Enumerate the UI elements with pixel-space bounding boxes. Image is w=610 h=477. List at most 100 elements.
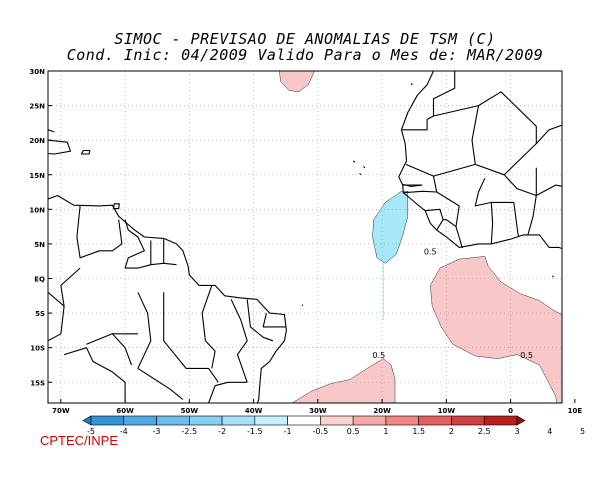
contour-label: 0.5 <box>373 351 386 360</box>
lat-tick-label: 10S <box>30 345 45 353</box>
lat-tick-label: 10N <box>29 206 45 214</box>
legend-label: -1.5 <box>247 427 263 436</box>
legend-swatch <box>287 415 321 426</box>
legend-swatch <box>189 415 223 426</box>
country-border <box>60 267 81 307</box>
cape-verde-island <box>363 166 366 169</box>
color-legend-bar: -5 -4 -3 -2.5 -2 -1.5 -1 -0.5 0.5 1 1.5 2 2.5 3 4 5 <box>82 415 585 436</box>
lon-tick-label: 70W <box>52 407 70 415</box>
lat-tick-label: 5N <box>34 241 45 249</box>
country-border <box>535 124 562 144</box>
contour-label: 0.5 <box>520 351 533 360</box>
africa-coast <box>398 71 562 250</box>
legend-label: 2.5 <box>478 427 491 436</box>
legend-swatch <box>418 415 452 426</box>
country-border <box>503 167 537 197</box>
country-border <box>568 223 587 251</box>
legend-label: -3 <box>153 427 161 436</box>
longitude-axis: 70W 60W 50W 40W 30W 20W 10W 0 10E <box>52 399 582 415</box>
canary-island <box>410 83 413 86</box>
lon-tick-label: 20W <box>373 407 391 415</box>
country-border <box>536 184 562 196</box>
legend-swatch <box>385 415 419 426</box>
state-border <box>201 285 216 369</box>
legend-swatch <box>451 415 485 426</box>
legend-label: 2 <box>449 427 454 436</box>
legend-label: -1 <box>284 427 292 436</box>
country-border <box>402 183 423 188</box>
country-border <box>405 105 480 177</box>
state-border <box>86 333 138 345</box>
positive-anomaly-gulf <box>430 256 562 403</box>
legend-swatch <box>221 415 256 426</box>
fernando-noronha <box>301 304 304 306</box>
legend-label: 3 <box>514 427 519 436</box>
map-frame <box>47 70 563 404</box>
state-border <box>230 299 248 383</box>
legend-swatch <box>123 415 157 426</box>
legend-label: 5 <box>580 427 585 436</box>
country-border <box>48 291 65 355</box>
caribbean-island <box>48 139 72 155</box>
legend-swatch <box>82 415 92 426</box>
country-border <box>403 190 437 194</box>
legend-label: 1.5 <box>412 427 425 436</box>
caribbean-island <box>48 129 55 133</box>
caribbean-island <box>112 203 120 210</box>
state-border <box>262 312 286 328</box>
lon-tick-label: 40W <box>245 407 263 415</box>
country-border <box>574 263 584 271</box>
legend-swatch <box>156 415 190 426</box>
state-border <box>137 292 184 400</box>
lat-tick-label: 20N <box>29 137 45 145</box>
country-border <box>443 219 457 228</box>
country-border <box>432 175 463 249</box>
lon-tick-label: 10E <box>568 407 583 415</box>
legend-label: -2 <box>218 427 226 436</box>
cape-verde-island <box>359 173 362 176</box>
legend-swatch <box>483 415 518 426</box>
cape-verde-island <box>352 160 356 163</box>
legend-label: 4 <box>547 427 552 436</box>
lat-tick-label: 15N <box>29 172 45 180</box>
positive-anomaly-north <box>279 71 315 93</box>
contour-labels: 0.5 0.5 0.5 <box>373 247 534 360</box>
lat-tick-label: 25N <box>29 103 45 111</box>
lat-tick-label: 15S <box>30 379 45 387</box>
lon-tick-label: 30W <box>309 407 327 415</box>
country-border <box>490 202 494 244</box>
legend-swatch <box>254 415 288 426</box>
state-border <box>246 299 274 342</box>
lon-tick-label: 10W <box>438 407 456 415</box>
country-border <box>475 91 537 176</box>
country-border <box>572 272 588 300</box>
legend-label: 0.5 <box>347 427 360 436</box>
legend-swatch <box>90 415 125 426</box>
credit-text: CPTEC/INPE <box>40 433 119 448</box>
lon-tick-label: 60W <box>116 407 134 415</box>
chart-subtitle: Cond. Inic: 04/2009 Valido Para o Mes de… <box>66 46 544 64</box>
latitude-axis: 30N 25N 20N 15N 10N 5N EQ 5S 10S 15S <box>29 68 52 387</box>
lon-tick-label: 50W <box>181 407 199 415</box>
south-america-coast <box>48 194 287 403</box>
legend-label: 1 <box>383 427 388 436</box>
country-border <box>63 347 126 403</box>
lat-tick-label: EQ <box>34 276 45 284</box>
state-border <box>163 292 219 383</box>
chart-title: SIMOC - PREVISAO DE ANOMALIAS DE TSM (C) <box>114 30 496 48</box>
country-border <box>76 205 123 259</box>
sao-tome-island <box>551 275 555 278</box>
legend-label: -4 <box>120 427 128 436</box>
legend-label: -2.5 <box>182 427 198 436</box>
legend-swatch <box>320 415 354 426</box>
state-border <box>208 381 248 403</box>
coastlines <box>48 71 588 403</box>
country-border <box>124 219 177 269</box>
lon-tick-label: 0 <box>508 407 513 415</box>
country-border <box>425 208 444 231</box>
negative-anomaly-guinea <box>372 191 408 264</box>
lat-tick-label: 5S <box>35 310 45 318</box>
state-border <box>111 333 133 366</box>
